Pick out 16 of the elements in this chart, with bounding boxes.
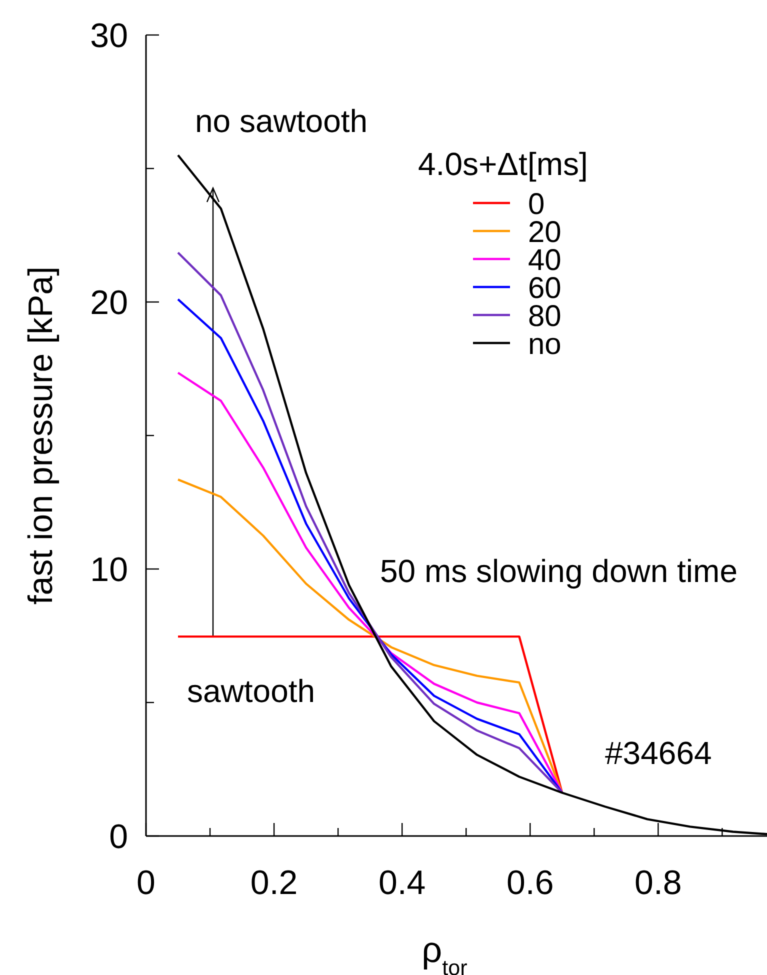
y-tick-label: 10 (90, 551, 128, 590)
x-tick-label: 0.6 (506, 864, 554, 902)
annotation: sawtooth (187, 673, 316, 709)
annotation: #34664 (605, 735, 712, 771)
x-axis-title: ρ$_{tor}$ (422, 929, 468, 975)
annotation: no sawtooth (195, 103, 368, 139)
x-tick-label: 0.4 (378, 864, 426, 902)
annotation: 50 ms slowing down time (380, 553, 738, 589)
y-tick-label: 30 (90, 17, 128, 56)
x-tick-label: 0.2 (250, 864, 298, 902)
x-tick-label: 0.8 (634, 864, 682, 902)
legend-title: 4.0s+Δt[ms] (418, 146, 588, 182)
x-tick-label: 0 (136, 864, 156, 902)
y-tick-label: 20 (90, 284, 128, 322)
y-axis-title: fast ion pressure [kPa] (22, 266, 60, 605)
y-tick-label: 0 (109, 818, 128, 856)
